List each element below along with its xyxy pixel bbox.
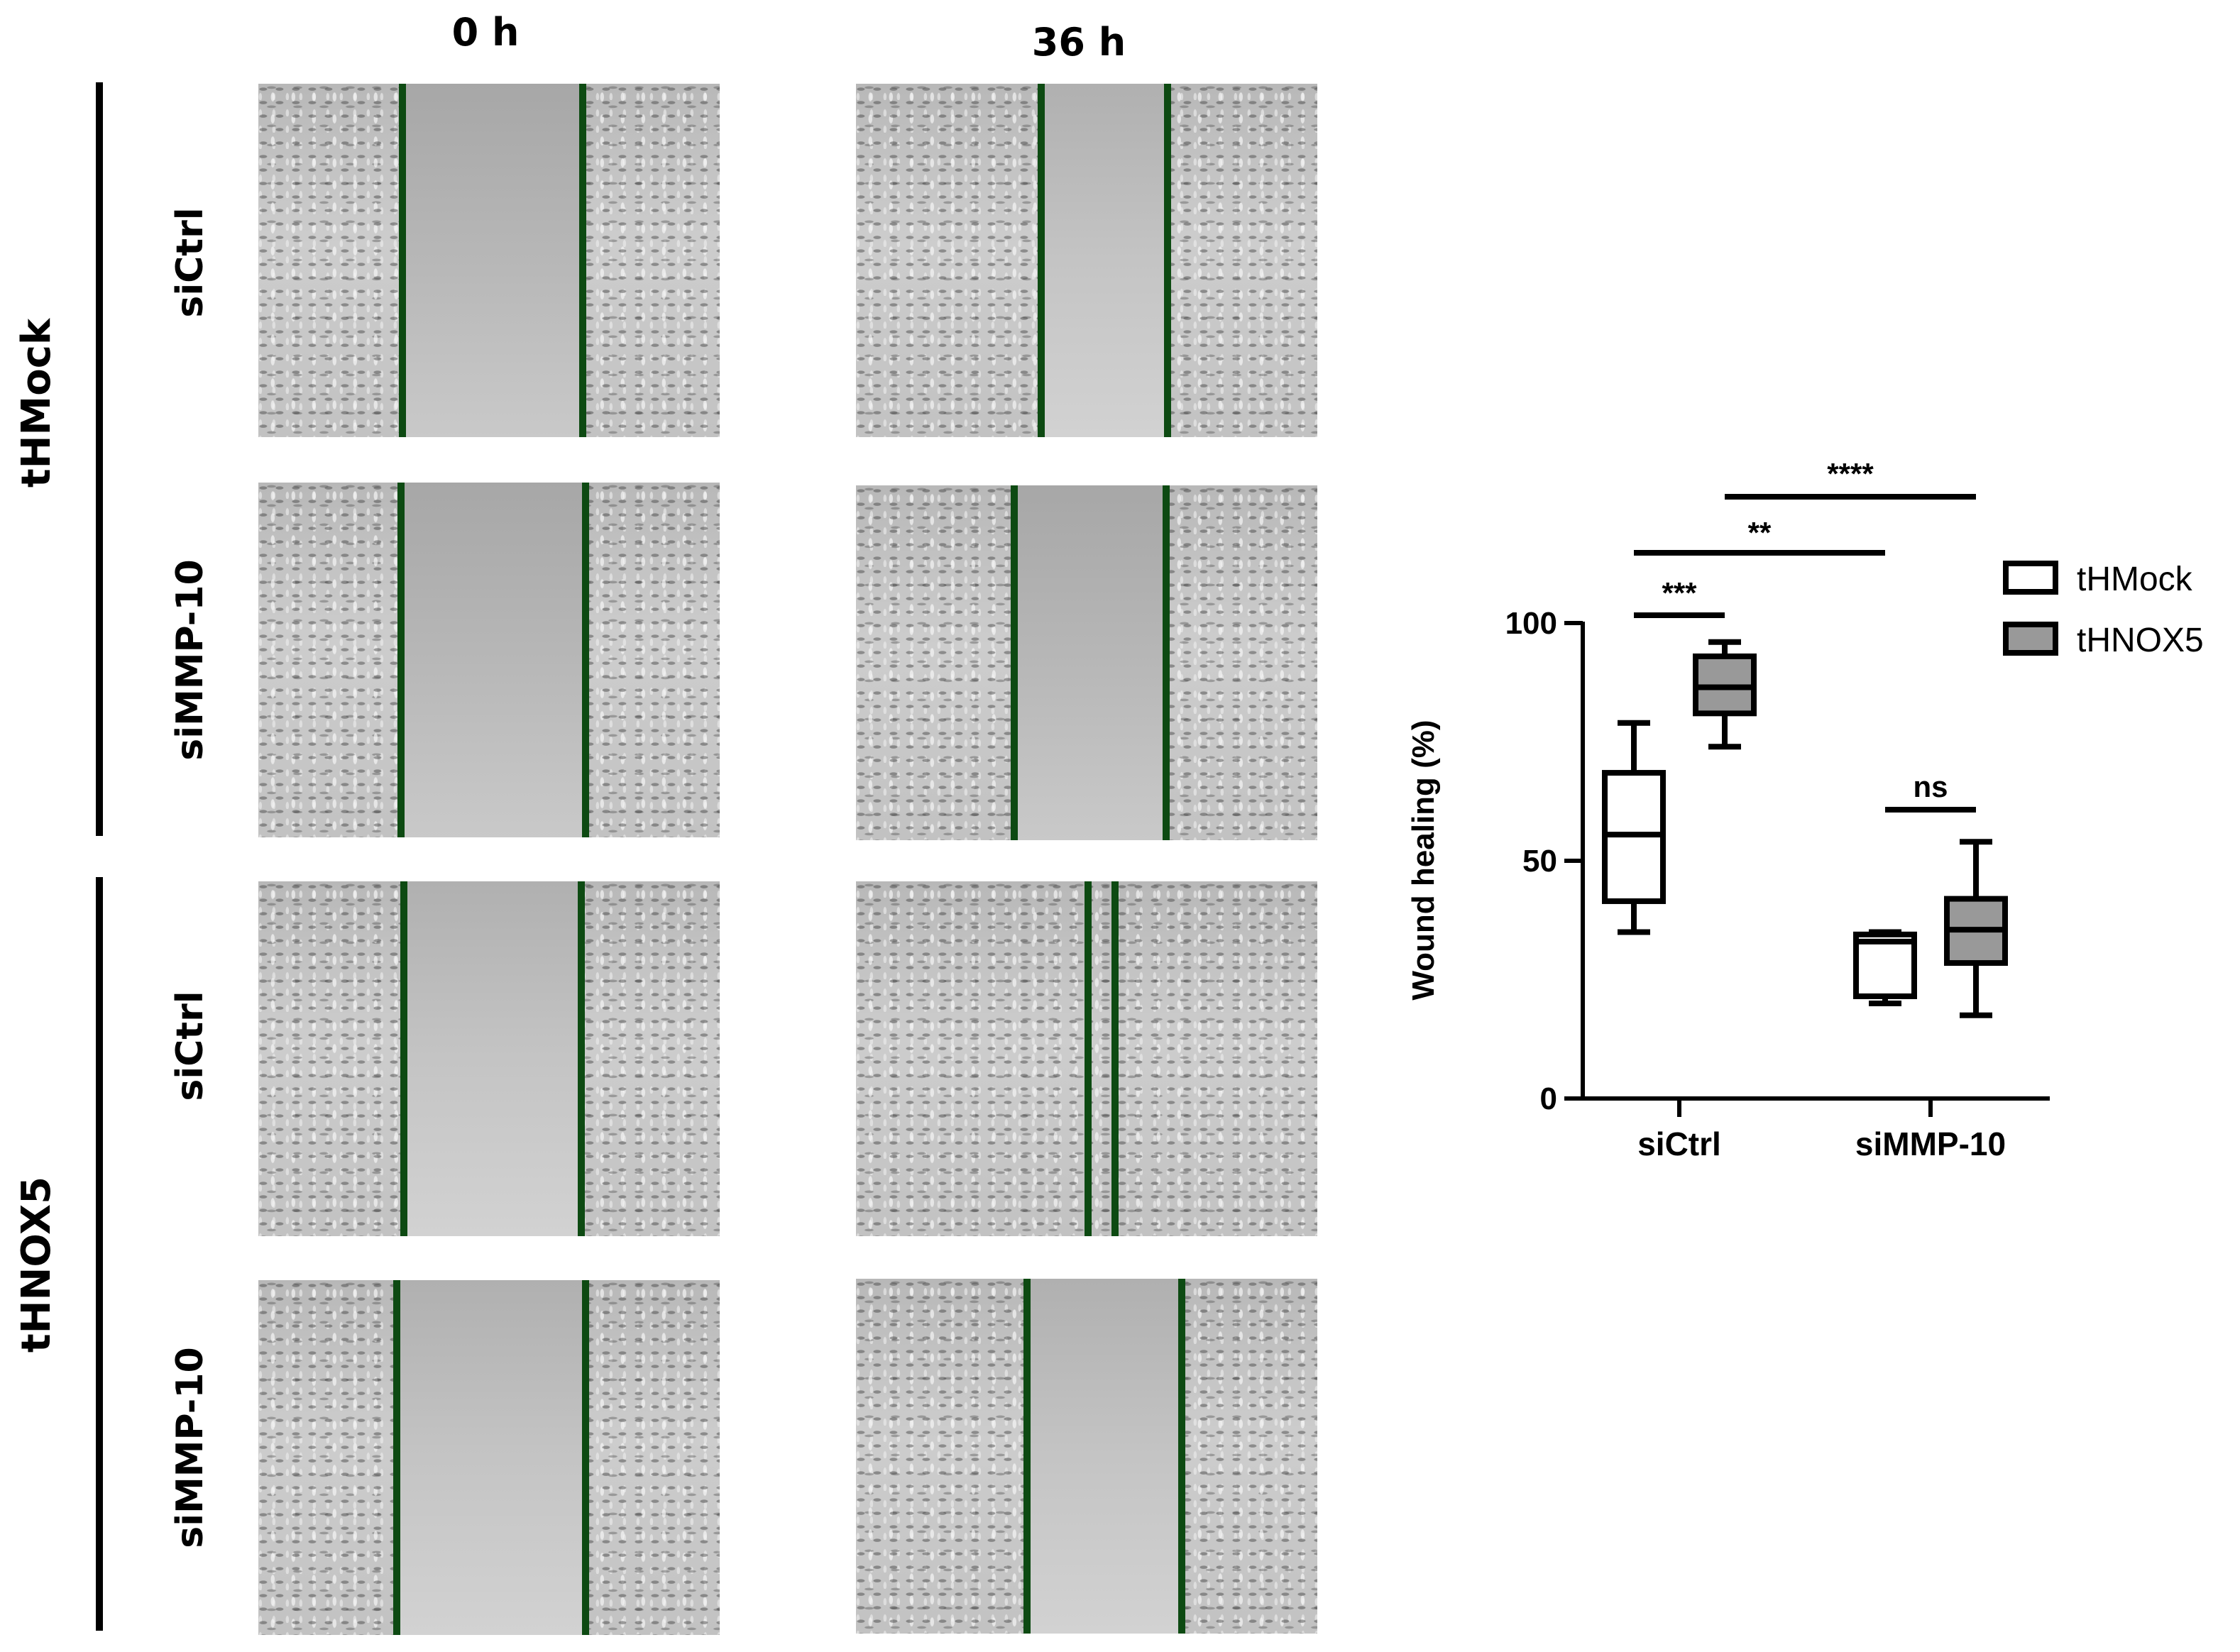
group-bracket-tHNOX5 <box>96 877 103 1631</box>
wound-edge-line <box>1011 485 1018 840</box>
legend-swatch-tHMock <box>2003 561 2058 595</box>
row-label-tHMock-siMMP-10: siMMP-10 <box>169 559 212 761</box>
micrograph-tHMock-siCtrl-0h <box>258 84 720 437</box>
group-label-tHNOX5: tHNOX5 <box>13 1176 60 1353</box>
column-header-0h: 0 h <box>451 10 520 55</box>
row-label-tHNOX5-siCtrl: siCtrl <box>169 991 212 1101</box>
wound-edge-line <box>1111 881 1119 1236</box>
row-label-tHMock-siCtrl: siCtrl <box>169 207 212 318</box>
wound-edge-line <box>1178 1279 1185 1634</box>
y-axis-label: Wound healing (%) <box>1406 720 1441 1000</box>
wound-edge-line <box>579 84 586 437</box>
row-label-tHNOX5-siMMP-10: siMMP-10 <box>169 1347 212 1548</box>
box-tHMock-siMMP-10 <box>1853 931 1917 999</box>
wound-edge-line <box>1038 84 1045 437</box>
micrograph-tHNOX5-siCtrl-36h <box>856 881 1317 1236</box>
legend-label-tHNOX5: tHNOX5 <box>2077 622 2204 659</box>
wound-edge-line <box>1085 881 1092 1236</box>
wound-edge-line <box>582 483 589 837</box>
x-tick-label: siCtrl <box>1637 1125 1721 1162</box>
wound-edge-line <box>578 881 585 1236</box>
legend-swatch-tHNOX5 <box>2003 622 2058 656</box>
wound-edge-line <box>1163 485 1170 840</box>
micrograph-tHNOX5-siMMP-10-0h <box>258 1280 720 1635</box>
significance-label: ns <box>1913 770 1948 803</box>
wound-edge-line <box>1023 1279 1031 1634</box>
group-label-tHMock: tHMock <box>13 318 60 488</box>
group-bracket-tHMock <box>96 82 103 836</box>
y-tick-label: 100 <box>1505 606 1557 641</box>
micrograph-tHMock-siMMP-10-36h <box>856 485 1317 840</box>
significance-label: **** <box>1827 457 1874 490</box>
wound-edge-line <box>393 1280 400 1635</box>
wound-edge-line <box>397 483 405 837</box>
y-tick-label: 0 <box>1540 1081 1557 1116</box>
y-tick-label: 50 <box>1522 844 1557 879</box>
column-header-36h: 36 h <box>1031 20 1126 65</box>
micrograph-tHMock-siCtrl-36h <box>856 84 1317 437</box>
legend-label-tHMock: tHMock <box>2077 561 2193 598</box>
wound-edge-line <box>1164 84 1171 437</box>
wound-edge-line <box>400 881 407 1236</box>
wound-edge-line <box>399 84 406 437</box>
micrograph-tHNOX5-siCtrl-0h <box>258 881 720 1236</box>
significance-label: *** <box>1662 576 1697 610</box>
wound-edge-line <box>582 1280 589 1635</box>
micrograph-tHMock-siMMP-10-0h <box>258 483 720 837</box>
significance-label: ** <box>1748 516 1772 549</box>
x-tick-label: siMMP-10 <box>1855 1125 2006 1162</box>
micrograph-tHNOX5-siMMP-10-36h <box>856 1279 1317 1634</box>
